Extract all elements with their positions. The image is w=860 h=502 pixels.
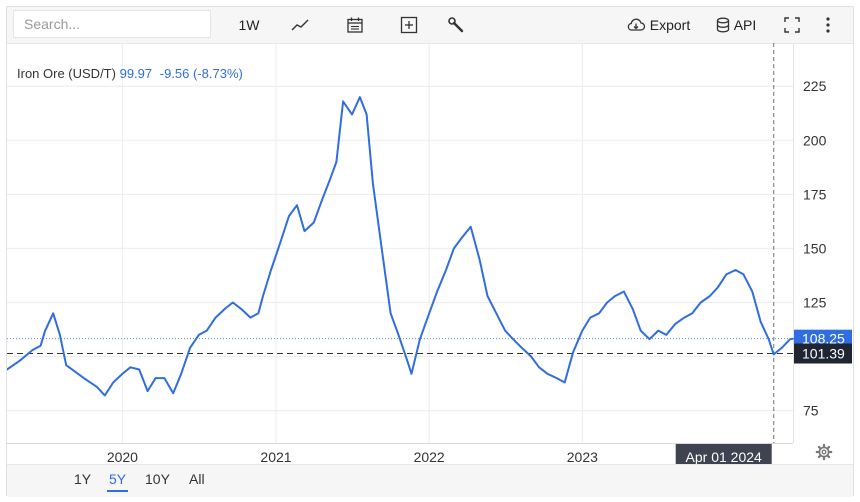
calendar-icon: [347, 17, 363, 33]
series-line: [7, 96, 794, 397]
chart-settings-button[interactable]: [815, 443, 833, 466]
y-tick-label: 150: [803, 240, 827, 256]
more-vertical-icon: [826, 17, 830, 33]
y-tick-label: 75: [803, 403, 819, 419]
gear-icon: [815, 443, 833, 461]
search-input[interactable]: [13, 10, 211, 38]
interval-label: 1W: [238, 17, 260, 33]
last-price-label: 108.25: [802, 331, 845, 347]
export-button[interactable]: Export: [622, 14, 694, 36]
wrench-icon: [448, 17, 464, 33]
tools-button[interactable]: [444, 14, 468, 36]
legend-last: 99.97: [119, 66, 153, 81]
range-selector: 1Y 5Y 10Y All: [7, 464, 853, 497]
range-10y[interactable]: 10Y: [145, 471, 170, 487]
api-button[interactable]: API: [712, 14, 760, 36]
cloud-download-icon: [627, 18, 645, 31]
range-1y[interactable]: 1Y: [74, 471, 92, 487]
toolbar: 1W: [7, 7, 853, 44]
y-tick-label: 200: [803, 132, 827, 148]
reference-price-label: 101.39: [802, 346, 845, 362]
chart-area[interactable]: 75 125 150 175 200 225 2020 2021 2022 2023 108.251…: [7, 43, 853, 464]
legend-name: Iron Ore (USD/T): [17, 66, 116, 81]
reference-price-badge: [794, 343, 852, 364]
chart-widget: 1W: [6, 6, 854, 497]
x-tick-label: 2021: [260, 449, 291, 464]
date-range-button[interactable]: [343, 14, 367, 36]
interval-button[interactable]: 1W: [235, 14, 263, 36]
line-chart-icon: [291, 19, 309, 31]
chart-legend: Iron Ore (USD/T) 99.97 -9.56 (-8.73%): [17, 66, 243, 81]
last-price-badge: [794, 329, 852, 348]
plus-box-icon: [400, 16, 418, 34]
crosshair-date-label: Apr 01 2024: [686, 449, 762, 464]
x-tick-label: 2022: [414, 449, 445, 464]
x-tick-label: 2020: [107, 449, 138, 464]
more-button[interactable]: [819, 14, 837, 36]
chart-type-button[interactable]: [288, 14, 312, 36]
fullscreen-button[interactable]: [780, 14, 804, 36]
range-5y[interactable]: 5Y: [107, 471, 129, 492]
range-all[interactable]: All: [189, 471, 205, 487]
x-tick-label: 2023: [567, 449, 598, 464]
export-label: Export: [649, 17, 691, 33]
api-label: API: [733, 17, 757, 33]
y-tick-label: 225: [803, 78, 827, 94]
crosshair-date-badge: [675, 444, 772, 464]
y-tick-label: 175: [803, 186, 827, 202]
compare-button[interactable]: [397, 14, 421, 36]
y-tick-label: 125: [803, 294, 827, 310]
database-icon: [716, 17, 729, 33]
legend-change: -9.56 (-8.73%): [159, 66, 243, 81]
fullscreen-icon: [784, 17, 800, 33]
